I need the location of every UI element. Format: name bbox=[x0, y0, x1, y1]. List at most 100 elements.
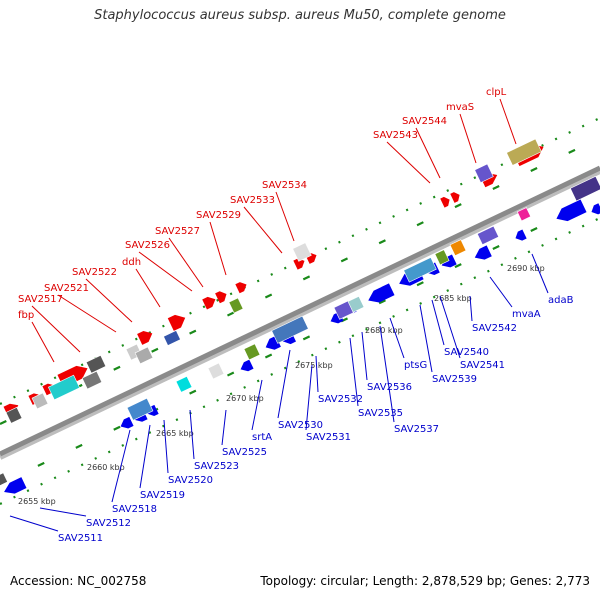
gene-block bbox=[292, 242, 312, 262]
upper-leader-line bbox=[386, 141, 431, 184]
gene-label-lower: SAV2532 bbox=[318, 394, 363, 405]
reverse-gene-arrow bbox=[120, 416, 134, 429]
upper-leader-line bbox=[85, 278, 133, 323]
gene-label-lower: SAV2519 bbox=[140, 490, 185, 501]
gene-block bbox=[47, 374, 81, 401]
upper-leader-line bbox=[31, 321, 55, 363]
scale-label: 2670 kbp bbox=[226, 394, 264, 403]
lower-leader-line bbox=[439, 295, 461, 359]
reverse-gene-arrow bbox=[4, 477, 27, 494]
gene-label-lower: srtA bbox=[252, 432, 272, 443]
lower-leader-line bbox=[431, 299, 445, 346]
gene-block bbox=[434, 249, 450, 266]
lower-leader-line bbox=[315, 355, 319, 393]
forward-gene-arrow bbox=[440, 196, 450, 208]
upper-leader-line bbox=[31, 305, 81, 353]
upper-leader-line bbox=[209, 221, 227, 276]
scale-label: 2675 kbp bbox=[295, 361, 333, 370]
upper-leader-line bbox=[168, 237, 204, 288]
reverse-gene-arrow bbox=[441, 254, 457, 268]
gene-label-lower: SAV2536 bbox=[367, 382, 412, 393]
lower-leader-line bbox=[349, 337, 359, 407]
gene-block bbox=[126, 397, 154, 421]
gene-label-upper: mvaS bbox=[446, 102, 474, 113]
gene-block bbox=[134, 346, 154, 365]
upper-leader-line bbox=[57, 294, 117, 333]
upper-leader-line bbox=[275, 191, 295, 242]
lower-leader-line bbox=[221, 409, 227, 446]
gene-block bbox=[163, 330, 181, 346]
lower-leader-line bbox=[251, 379, 263, 431]
gene-block bbox=[243, 343, 261, 361]
scale-label: 2665 kbp bbox=[156, 429, 194, 438]
lower-leader-line bbox=[489, 276, 513, 308]
gene-label-lower: SAV2539 bbox=[432, 374, 477, 385]
gene-label-lower: ptsG bbox=[404, 360, 427, 371]
lower-leader-line bbox=[189, 409, 195, 460]
gene-label-lower: SAV2523 bbox=[194, 461, 239, 472]
lower-leader-line bbox=[139, 424, 151, 489]
gene-block bbox=[31, 392, 49, 410]
scale-label: 2680 kbp bbox=[365, 326, 403, 335]
upper-leader-line bbox=[135, 268, 161, 308]
scale-label: 2690 kbp bbox=[507, 264, 545, 273]
reverse-gene-arrow bbox=[368, 283, 395, 303]
gene-block bbox=[207, 362, 225, 380]
gene-label-upper: SAV2527 bbox=[155, 226, 200, 237]
gene-label-upper: SAV2517 bbox=[18, 294, 63, 305]
lower-leader-line bbox=[379, 325, 395, 423]
gene-label-upper: ddh bbox=[122, 257, 141, 268]
upper-leader-line bbox=[138, 251, 193, 292]
gene-label-upper: fbp bbox=[18, 310, 34, 321]
gene-label-upper: SAV2534 bbox=[262, 180, 307, 191]
gene-block bbox=[403, 257, 437, 283]
gene-block bbox=[81, 370, 103, 390]
gene-block bbox=[228, 297, 244, 314]
genome-backbone bbox=[0, 165, 600, 460]
gene-label-upper: SAV2522 bbox=[72, 267, 117, 278]
gene-block bbox=[5, 406, 23, 424]
gene-block bbox=[85, 354, 107, 374]
gene-label-lower: SAV2520 bbox=[168, 475, 213, 486]
gene-label-upper: SAV2521 bbox=[44, 283, 89, 294]
reverse-gene-arrow bbox=[474, 245, 492, 260]
lower-leader-line bbox=[111, 429, 131, 503]
gene-block bbox=[569, 175, 600, 202]
gene-label-lower: SAV2512 bbox=[86, 518, 131, 529]
gene-label-lower: adaB bbox=[548, 295, 574, 306]
lower-leader-line bbox=[39, 507, 87, 517]
gene-block bbox=[271, 315, 309, 344]
lower-leader-line bbox=[9, 515, 59, 532]
gene-label-lower: SAV2541 bbox=[460, 360, 505, 371]
accession-text: Accession: NC_002758 bbox=[10, 574, 147, 588]
gene-block bbox=[449, 239, 467, 257]
forward-gene-arrow bbox=[293, 258, 305, 270]
reverse-gene-arrow bbox=[591, 203, 600, 215]
gene-label-lower: SAV2542 bbox=[472, 323, 517, 334]
upper-leader-line bbox=[243, 206, 283, 254]
scale-label: 2685 kbp bbox=[434, 294, 472, 303]
backbone-shadow bbox=[0, 168, 600, 460]
gene-label-lower: SAV2511 bbox=[58, 533, 103, 544]
gene-block bbox=[476, 225, 500, 246]
scale-label: 2655 kbp bbox=[18, 497, 56, 506]
gene-label-upper: SAV2544 bbox=[402, 116, 447, 127]
lower-leader-line bbox=[277, 349, 291, 419]
forward-gene-arrow bbox=[137, 330, 153, 345]
gene-label-lower: SAV2540 bbox=[444, 347, 489, 358]
forward-gene-arrow bbox=[450, 192, 460, 203]
lower-leader-line bbox=[163, 419, 169, 474]
upper-leader-line bbox=[415, 127, 441, 179]
forward-gene-arrow bbox=[235, 282, 247, 294]
gene-block bbox=[474, 163, 494, 184]
lower-leader-line bbox=[305, 364, 313, 431]
gene-label-lower: SAV2530 bbox=[278, 420, 323, 431]
gene-block bbox=[506, 138, 542, 166]
lower-leader-line bbox=[361, 331, 368, 381]
dotted-guide-line bbox=[0, 196, 600, 485]
lower-leader-line bbox=[469, 295, 473, 322]
scale-labels: 2655 kbp 2660 kbp 2665 kbp 2670 kbp 2675 kbp… bbox=[18, 264, 545, 506]
gene-label-lower: SAV2537 bbox=[394, 424, 439, 435]
